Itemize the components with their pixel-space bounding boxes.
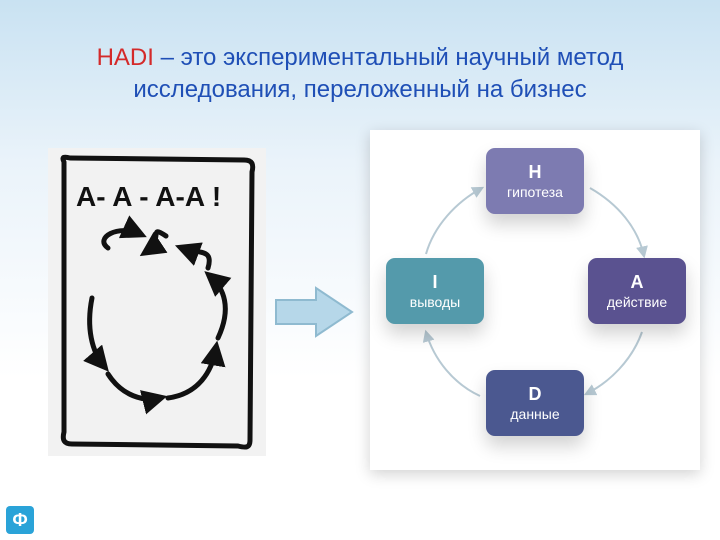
node-D-label: данные <box>510 406 559 422</box>
node-H-label: гипотеза <box>507 184 563 200</box>
footer-logo: Ф <box>6 506 34 534</box>
title-connector: – <box>154 44 181 71</box>
title-line1: это экспериментальный научный метод <box>181 44 624 71</box>
node-I: I выводы <box>386 258 484 324</box>
cycle-panel: H гипотеза A действие D данные I выводы <box>370 130 700 470</box>
node-H: H гипотеза <box>486 148 584 214</box>
sketch-text: A- A - A-A ! <box>76 181 221 212</box>
node-A: A действие <box>588 258 686 324</box>
node-I-letter: I <box>432 272 437 293</box>
node-D: D данные <box>486 370 584 436</box>
sketch-panel: A- A - A-A ! <box>48 148 266 456</box>
slide-title: HADI – это экспериментальный научный мет… <box>0 42 720 107</box>
arrow-H-A <box>590 188 644 256</box>
title-acronym: HADI <box>97 44 154 71</box>
arrow-D-I <box>426 332 480 396</box>
node-A-letter: A <box>631 272 644 293</box>
arrow-I-H <box>426 188 482 254</box>
node-H-letter: H <box>529 162 542 183</box>
node-A-label: действие <box>607 294 667 310</box>
node-D-letter: D <box>529 384 542 405</box>
arrow-shape <box>276 288 352 336</box>
node-I-label: выводы <box>410 294 461 310</box>
arrow-A-D <box>586 332 642 394</box>
sketch-svg: A- A - A-A ! <box>48 148 266 456</box>
title-line2: исследования, переложенный на бизнес <box>133 76 586 103</box>
transition-arrow <box>274 284 354 340</box>
